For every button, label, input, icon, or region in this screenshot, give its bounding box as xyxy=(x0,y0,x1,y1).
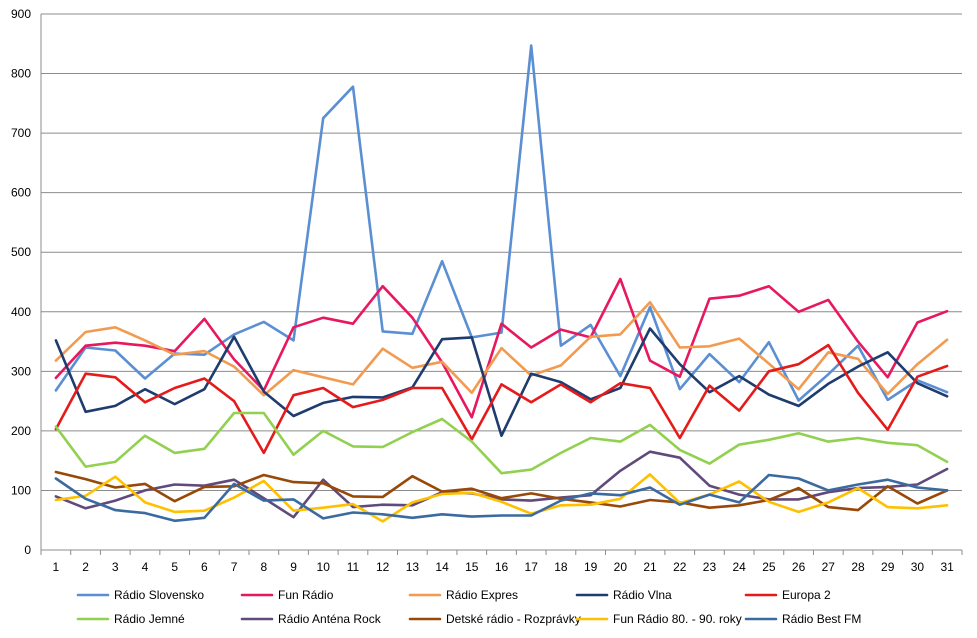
series-line-1 xyxy=(54,277,949,419)
series-line-9 xyxy=(54,473,949,523)
legend: Rádio Slovensko Fun Rádio Rádio Expres Rádi… xyxy=(76,588,861,626)
x-tick-labels: 1 2 3 4 5 6 7 8 9 10 11 12 13 14 15 16 17 18 19 20 21 22 23 24 2… xyxy=(53,560,955,574)
x-tick-label-9: 9 xyxy=(290,560,297,574)
series-lines xyxy=(54,44,949,523)
series-line-4 xyxy=(54,343,949,455)
y-tick-label-600: 600 xyxy=(11,186,31,200)
x-tick-label-23: 23 xyxy=(703,560,717,574)
legend-label-5: Rádio Jemné xyxy=(114,612,185,626)
x-tick-label-5: 5 xyxy=(171,560,178,574)
x-tick-label-31: 31 xyxy=(940,560,954,574)
series-line-8 xyxy=(54,473,949,523)
series-line-3 xyxy=(54,327,949,438)
x-tick-label-28: 28 xyxy=(851,560,865,574)
x-tick-label-3: 3 xyxy=(112,560,119,574)
x-tick-label-6: 6 xyxy=(201,560,208,574)
series-line-7 xyxy=(54,470,949,512)
y-tick-label-100: 100 xyxy=(11,483,31,497)
x-tick-label-8: 8 xyxy=(260,560,267,574)
x-tick-label-27: 27 xyxy=(822,560,836,574)
x-tick-label-29: 29 xyxy=(881,560,895,574)
x-tick-label-2: 2 xyxy=(82,560,89,574)
x-tick-label-25: 25 xyxy=(762,560,776,574)
axes xyxy=(40,14,963,555)
x-tick-label-13: 13 xyxy=(406,560,420,574)
x-tick-label-30: 30 xyxy=(911,560,925,574)
series-line-5 xyxy=(54,411,949,475)
x-tick-label-18: 18 xyxy=(554,560,568,574)
x-tick-label-16: 16 xyxy=(495,560,509,574)
legend-label-8: Fun Rádio 80. - 90. roky xyxy=(613,612,742,626)
series-line-2 xyxy=(54,300,949,397)
y-tick-label-900: 900 xyxy=(11,7,31,21)
x-tick-label-24: 24 xyxy=(732,560,746,574)
x-tick-label-14: 14 xyxy=(435,560,449,574)
legend-label-3: Rádio Vlna xyxy=(613,588,672,602)
y-tick-label-500: 500 xyxy=(11,245,31,259)
x-tick-label-26: 26 xyxy=(792,560,806,574)
x-tick-label-15: 15 xyxy=(465,560,479,574)
legend-label-9: Rádio Best FM xyxy=(782,612,861,626)
legend-label-4: Europa 2 xyxy=(782,588,831,602)
x-tick-label-17: 17 xyxy=(525,560,539,574)
legend-label-6: Rádio Anténa Rock xyxy=(278,612,382,626)
series-line-0 xyxy=(54,44,949,402)
gridlines xyxy=(41,13,962,491)
x-tick-label-20: 20 xyxy=(614,560,628,574)
x-tick-label-10: 10 xyxy=(317,560,331,574)
y-tick-label-200: 200 xyxy=(11,424,31,438)
legend-label-2: Rádio Expres xyxy=(446,588,518,602)
x-tick-label-4: 4 xyxy=(142,560,149,574)
y-tick-label-400: 400 xyxy=(11,305,31,319)
legend-label-0: Rádio Slovensko xyxy=(114,588,204,602)
y-tick-label-700: 700 xyxy=(11,126,31,140)
x-tick-label-11: 11 xyxy=(347,560,360,574)
y-tick-label-800: 800 xyxy=(11,67,31,81)
y-tick-label-300: 300 xyxy=(11,364,31,378)
y-tick-labels: 0 100 200 300 400 500 600 700 800 900 xyxy=(11,7,31,557)
x-tick-label-12: 12 xyxy=(376,560,390,574)
x-tick-label-7: 7 xyxy=(231,560,238,574)
y-tick-label-0: 0 xyxy=(24,543,31,557)
x-tick-label-1: 1 xyxy=(53,560,60,574)
legend-label-1: Fun Rádio xyxy=(278,588,334,602)
x-tick-label-19: 19 xyxy=(584,560,598,574)
x-tick-label-21: 21 xyxy=(643,560,657,574)
legend-label-7: Detské rádio - Rozprávky xyxy=(446,612,581,626)
x-tick-label-22: 22 xyxy=(673,560,687,574)
